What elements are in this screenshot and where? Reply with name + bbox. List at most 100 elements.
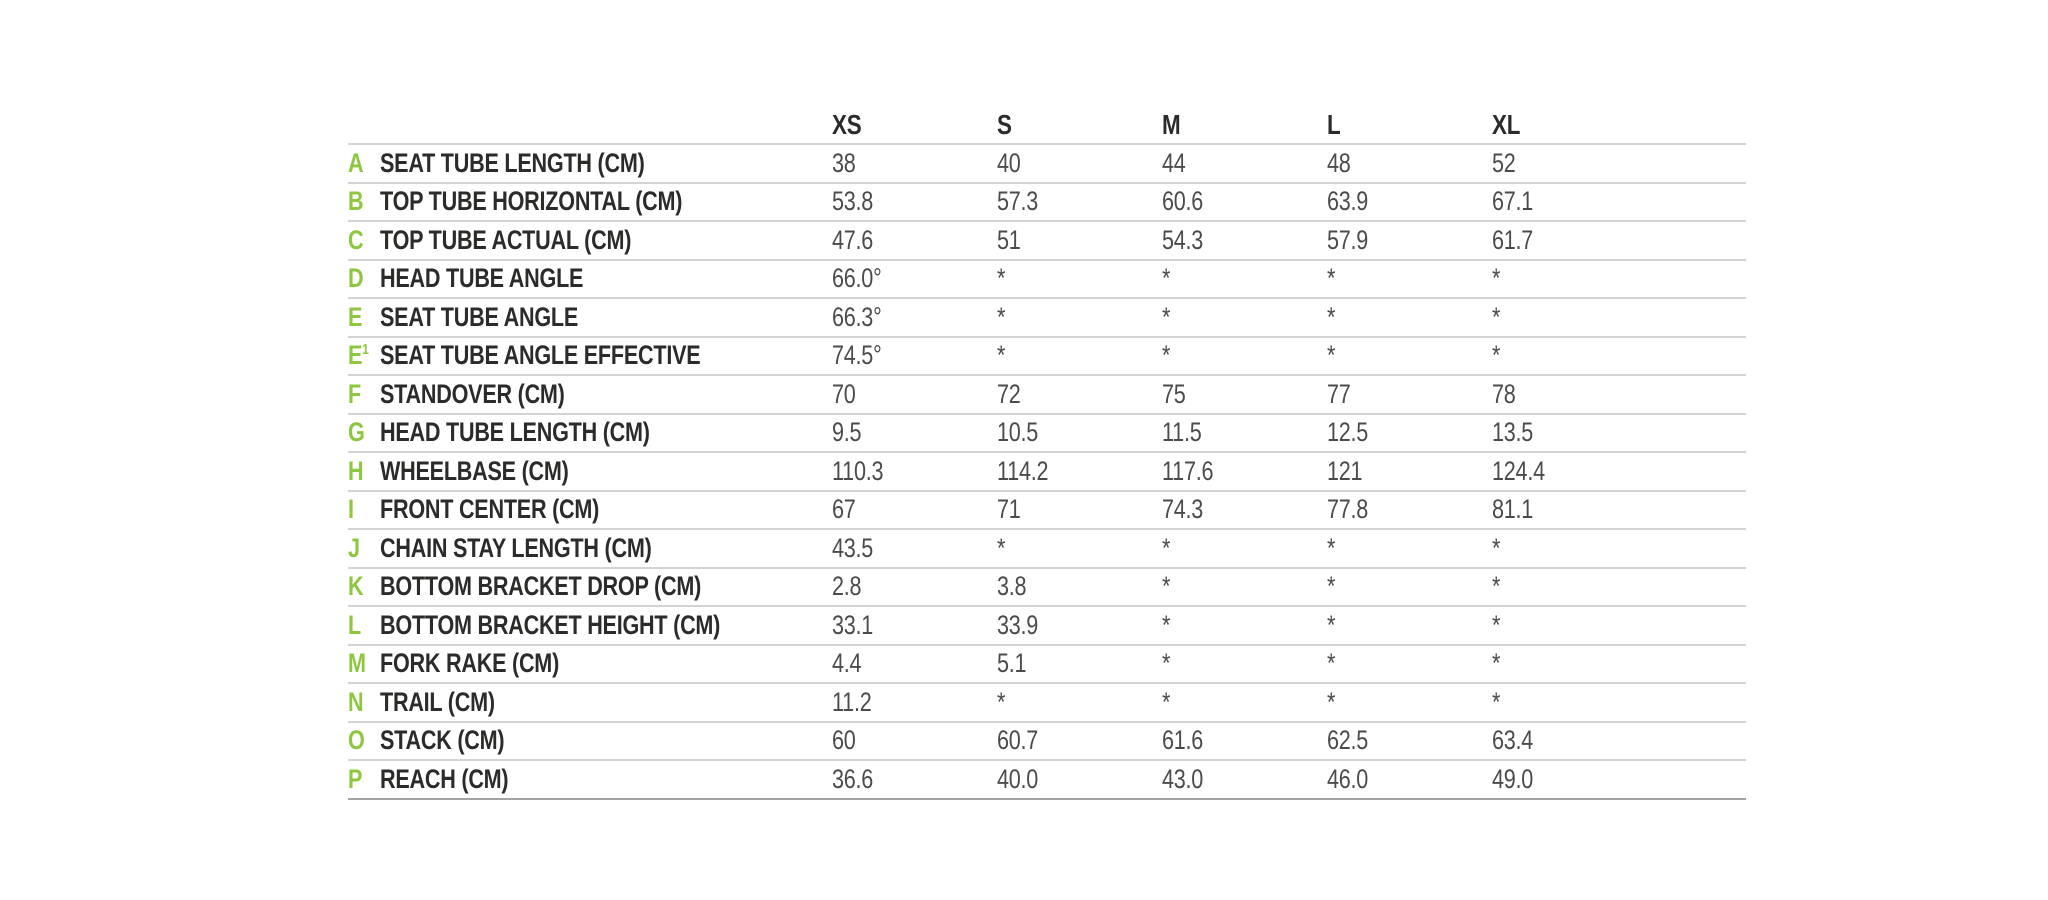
row-label: FORK RAKE (CM)	[380, 648, 560, 679]
value-cell-xs: 74.5°	[832, 336, 997, 376]
value-text: 44	[1162, 147, 1186, 178]
value-text: 54.3	[1162, 224, 1204, 255]
row-label-cell: HEAD TUBE ANGLE	[380, 259, 832, 299]
header-label-spacer	[380, 106, 832, 145]
table-row: E SEAT TUBE ANGLE 66.3° * * * *	[348, 298, 1746, 338]
value-cell-s: *	[997, 259, 1162, 299]
table-row: O STACK (CM) 60 60.7 61.6 62.5 63.4	[348, 721, 1746, 761]
value-cell-xs: 9.5	[832, 413, 997, 453]
table-row: F STANDOVER (CM) 70 72 75 77 78	[348, 375, 1746, 415]
table-row: E1 SEAT TUBE ANGLE EFFECTIVE 74.5° * * * *	[348, 336, 1746, 376]
value-text: 60.6	[1162, 186, 1204, 217]
table-body: A SEAT TUBE LENGTH (CM) 38 40 44 48 52 B TOP TUB…	[348, 144, 1746, 800]
value-cell-s: 33.9	[997, 606, 1162, 646]
value-cell-l: 63.9	[1327, 182, 1492, 222]
table-row: B TOP TUBE HORIZONTAL (CM) 53.8 57.3 60.6 63.…	[348, 182, 1746, 222]
value-text: 66.0°	[832, 263, 882, 294]
value-text: *	[997, 340, 1006, 371]
row-letter: E	[348, 302, 362, 333]
value-text: 12.5	[1327, 417, 1369, 448]
value-cell-m: 54.3	[1162, 221, 1327, 261]
row-letter-cell: M	[348, 644, 380, 684]
value-cell-xl: 67.1	[1492, 182, 1746, 222]
column-header-label: XS	[832, 108, 862, 140]
row-label: HEAD TUBE LENGTH (CM)	[380, 417, 650, 448]
value-text: *	[997, 532, 1006, 563]
column-header-label: S	[997, 108, 1012, 140]
value-text: *	[1492, 609, 1501, 640]
value-cell-xs: 66.0°	[832, 259, 997, 299]
row-label-cell: BOTTOM BRACKET HEIGHT (CM)	[380, 606, 832, 646]
value-cell-s: 5.1	[997, 644, 1162, 684]
value-cell-s: 40.0	[997, 760, 1162, 800]
value-cell-xl: 52	[1492, 144, 1746, 184]
row-letter-text: K	[348, 571, 364, 602]
value-text: *	[1327, 340, 1336, 371]
value-text: 43.5	[832, 532, 874, 563]
header-row: XS S M L XL	[348, 106, 1746, 145]
table-row: L BOTTOM BRACKET HEIGHT (CM) 33.1 33.9 * * *	[348, 606, 1746, 646]
value-cell-s: 72	[997, 375, 1162, 415]
row-letter-cell: B	[348, 182, 380, 222]
value-text: 61.7	[1492, 224, 1534, 255]
value-text: 60	[832, 725, 856, 756]
value-cell-m: 117.6	[1162, 452, 1327, 492]
row-letter-cell: P	[348, 760, 380, 800]
row-label: SEAT TUBE ANGLE	[380, 301, 579, 332]
geometry-table: XS S M L XL A SEAT TUBE LENGTH (CM) 38 40 44 48 52…	[348, 106, 1746, 800]
row-letter-cell: N	[348, 683, 380, 723]
value-text: 3.8	[997, 571, 1027, 602]
value-cell-m: *	[1162, 259, 1327, 299]
value-cell-s: *	[997, 683, 1162, 723]
value-cell-xl: *	[1492, 529, 1746, 569]
row-letter-cell: D	[348, 259, 380, 299]
value-cell-xs: 53.8	[832, 182, 997, 222]
table-row: G HEAD TUBE LENGTH (CM) 9.5 10.5 11.5 12.5 13.…	[348, 413, 1746, 453]
table-row: J CHAIN STAY LENGTH (CM) 43.5 * * * *	[348, 529, 1746, 569]
value-cell-l: *	[1327, 259, 1492, 299]
value-text: 38	[832, 147, 856, 178]
value-cell-m: *	[1162, 567, 1327, 607]
value-text: *	[997, 686, 1006, 717]
row-label: TOP TUBE ACTUAL (CM)	[380, 224, 632, 255]
value-cell-xl: 81.1	[1492, 490, 1746, 530]
value-text: 57.9	[1327, 224, 1369, 255]
row-letter-cell: L	[348, 606, 380, 646]
value-text: *	[1492, 532, 1501, 563]
value-cell-l: 121	[1327, 452, 1492, 492]
value-cell-m: *	[1162, 336, 1327, 376]
row-letter: E1	[348, 340, 369, 371]
row-label: CHAIN STAY LENGTH (CM)	[380, 532, 652, 563]
value-cell-m: *	[1162, 529, 1327, 569]
row-letter-text: N	[348, 686, 364, 717]
value-text: 48	[1327, 147, 1351, 178]
value-text: *	[1327, 648, 1336, 679]
table-row: C TOP TUBE ACTUAL (CM) 47.6 51 54.3 57.9 61.7	[348, 221, 1746, 261]
row-label-cell: TOP TUBE HORIZONTAL (CM)	[380, 182, 832, 222]
table-row: M FORK RAKE (CM) 4.4 5.1 * * *	[348, 644, 1746, 684]
value-text: 77	[1327, 378, 1351, 409]
value-cell-xl: *	[1492, 683, 1746, 723]
row-label-cell: SEAT TUBE ANGLE	[380, 298, 832, 338]
value-text: 43.0	[1162, 763, 1204, 794]
row-letter: M	[348, 648, 366, 679]
value-text: *	[1327, 263, 1336, 294]
row-letter-cell: J	[348, 529, 380, 569]
value-text: 81.1	[1492, 494, 1534, 525]
value-text: *	[1162, 301, 1171, 332]
value-cell-s: 10.5	[997, 413, 1162, 453]
value-text: 4.4	[832, 648, 862, 679]
value-text: *	[1327, 609, 1336, 640]
value-cell-l: *	[1327, 529, 1492, 569]
value-text: 36.6	[832, 763, 874, 794]
value-cell-xs: 38	[832, 144, 997, 184]
value-text: *	[1492, 263, 1501, 294]
row-label-cell: FRONT CENTER (CM)	[380, 490, 832, 530]
value-cell-s: 51	[997, 221, 1162, 261]
value-cell-s: *	[997, 336, 1162, 376]
value-cell-m: 43.0	[1162, 760, 1327, 800]
value-text: *	[1327, 532, 1336, 563]
header-letter-spacer	[348, 106, 380, 145]
row-letter: D	[348, 263, 364, 294]
value-cell-s: 114.2	[997, 452, 1162, 492]
